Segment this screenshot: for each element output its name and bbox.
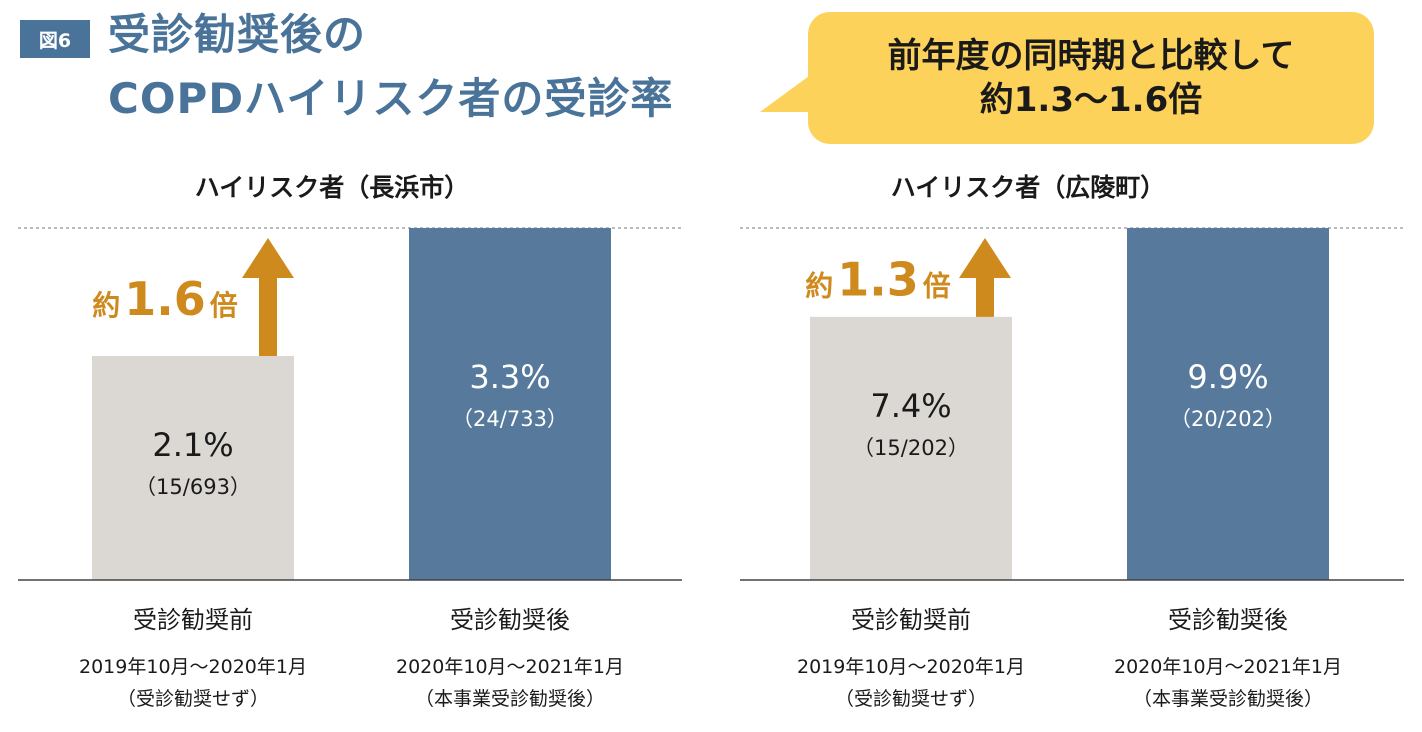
category-note-before: （受診勧奨せず） [834, 688, 987, 710]
data-label-value: 2.1% [152, 426, 233, 464]
category-period-before: 2019年10月〜2020年1月 [79, 656, 307, 678]
category-label-before: 受診勧奨前 [133, 606, 253, 634]
data-label-value: 3.3% [469, 358, 550, 396]
panel-title-koryo: ハイリスク者（広陵町） [890, 173, 1166, 202]
data-label-count: （15/693） [135, 475, 251, 499]
data-label-count: （24/733） [452, 407, 568, 431]
category-label-after: 受診勧奨後 [450, 606, 570, 634]
increase-arrow-head [959, 238, 1011, 278]
ratio-label: 約1.6 倍 [92, 272, 238, 326]
category-period-before: 2019年10月〜2020年1月 [797, 656, 1025, 678]
callout-line1: 前年度の同時期と比較して [887, 35, 1295, 76]
data-label-value: 9.9% [1187, 358, 1268, 396]
increase-arrow-head [242, 238, 294, 278]
comparison-callout: 前年度の同時期と比較して 約1.3〜1.6倍 [808, 12, 1374, 144]
bar-after [409, 228, 611, 580]
category-period-after: 2020年10月〜2021年1月 [396, 656, 624, 678]
category-note-before: （受診勧奨せず） [116, 688, 269, 710]
data-label-count: （15/202） [853, 436, 969, 460]
data-label-count: （20/202） [1170, 407, 1286, 431]
chart-title-line2: COPDハイリスク者の受診率 [108, 74, 674, 123]
bar-before [810, 316, 1012, 580]
increase-arrow-shaft [259, 276, 277, 356]
figure-badge: 図6 [20, 20, 90, 58]
bar-before [92, 356, 294, 580]
category-label-after: 受診勧奨後 [1168, 606, 1288, 634]
callout-tail [760, 68, 820, 112]
category-note-after: （本事業受診勧奨後） [1132, 688, 1323, 710]
increase-arrow-shaft [976, 276, 994, 317]
category-period-after: 2020年10月〜2021年1月 [1114, 656, 1342, 678]
callout-line2: 約1.3〜1.6倍 [979, 80, 1203, 120]
bar-after [1127, 228, 1329, 580]
data-label-value: 7.4% [870, 387, 951, 425]
category-label-before: 受診勧奨前 [851, 606, 971, 634]
panel-title-nagahama: ハイリスク者（長浜市） [194, 173, 470, 202]
chart-title-line1: 受診勧奨後の [108, 10, 367, 59]
category-note-after: （本事業受診勧奨後） [414, 688, 605, 710]
ratio-label: 約1.3 倍 [805, 252, 951, 306]
